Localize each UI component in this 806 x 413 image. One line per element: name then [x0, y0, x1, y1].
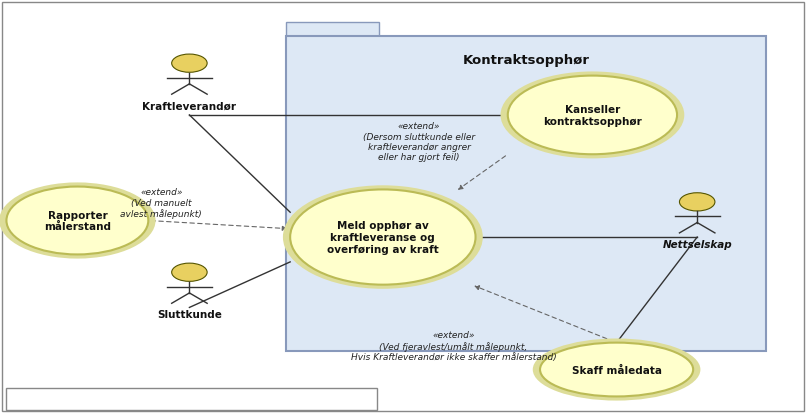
Text: Nettselskap: Nettselskap [663, 240, 732, 249]
Ellipse shape [540, 343, 693, 396]
Text: Meld opphør av
kraftleveranse og
overføring av kraft: Meld opphør av kraftleveranse og overfør… [327, 221, 438, 254]
Ellipse shape [533, 339, 700, 401]
Text: Rapporter
målerstand: Rapporter målerstand [44, 210, 111, 232]
Ellipse shape [283, 186, 483, 289]
Text: Kontraktsopphør: Kontraktsopphør [463, 53, 589, 66]
Circle shape [172, 263, 207, 282]
FancyBboxPatch shape [286, 23, 379, 39]
Text: «extend»
(Ved manuelt
avlest målepunkt): «extend» (Ved manuelt avlest målepunkt) [120, 188, 202, 219]
Text: «extend»
(Ved fjeravlest/umålt målepunkt,
Hvis Kraftleverandør ikke skaffer måle: «extend» (Ved fjeravlest/umålt målepunkt… [351, 330, 556, 361]
Ellipse shape [501, 72, 684, 159]
Ellipse shape [6, 187, 148, 255]
Text: [ 🗎 Opphør av kraftleveranse og overføring av kraft ]: [ 🗎 Opphør av kraftleveranse og overføri… [15, 394, 289, 404]
FancyBboxPatch shape [286, 37, 766, 351]
Ellipse shape [0, 183, 156, 259]
Text: Kraftleverandør: Kraftleverandør [143, 101, 236, 111]
Text: Sluttkunde: Sluttkunde [157, 310, 222, 320]
Circle shape [172, 55, 207, 73]
Circle shape [679, 193, 715, 211]
Ellipse shape [290, 190, 476, 285]
Text: «extend»
(Dersom sluttkunde eller
kraftleverandør angrer
eller har gjort feil): «extend» (Dersom sluttkunde eller kraftl… [363, 122, 476, 162]
Text: Skaff måledata: Skaff måledata [571, 365, 662, 375]
Ellipse shape [508, 76, 677, 155]
Text: Kanseller
kontraktsopphør: Kanseller kontraktsopphør [543, 105, 642, 126]
